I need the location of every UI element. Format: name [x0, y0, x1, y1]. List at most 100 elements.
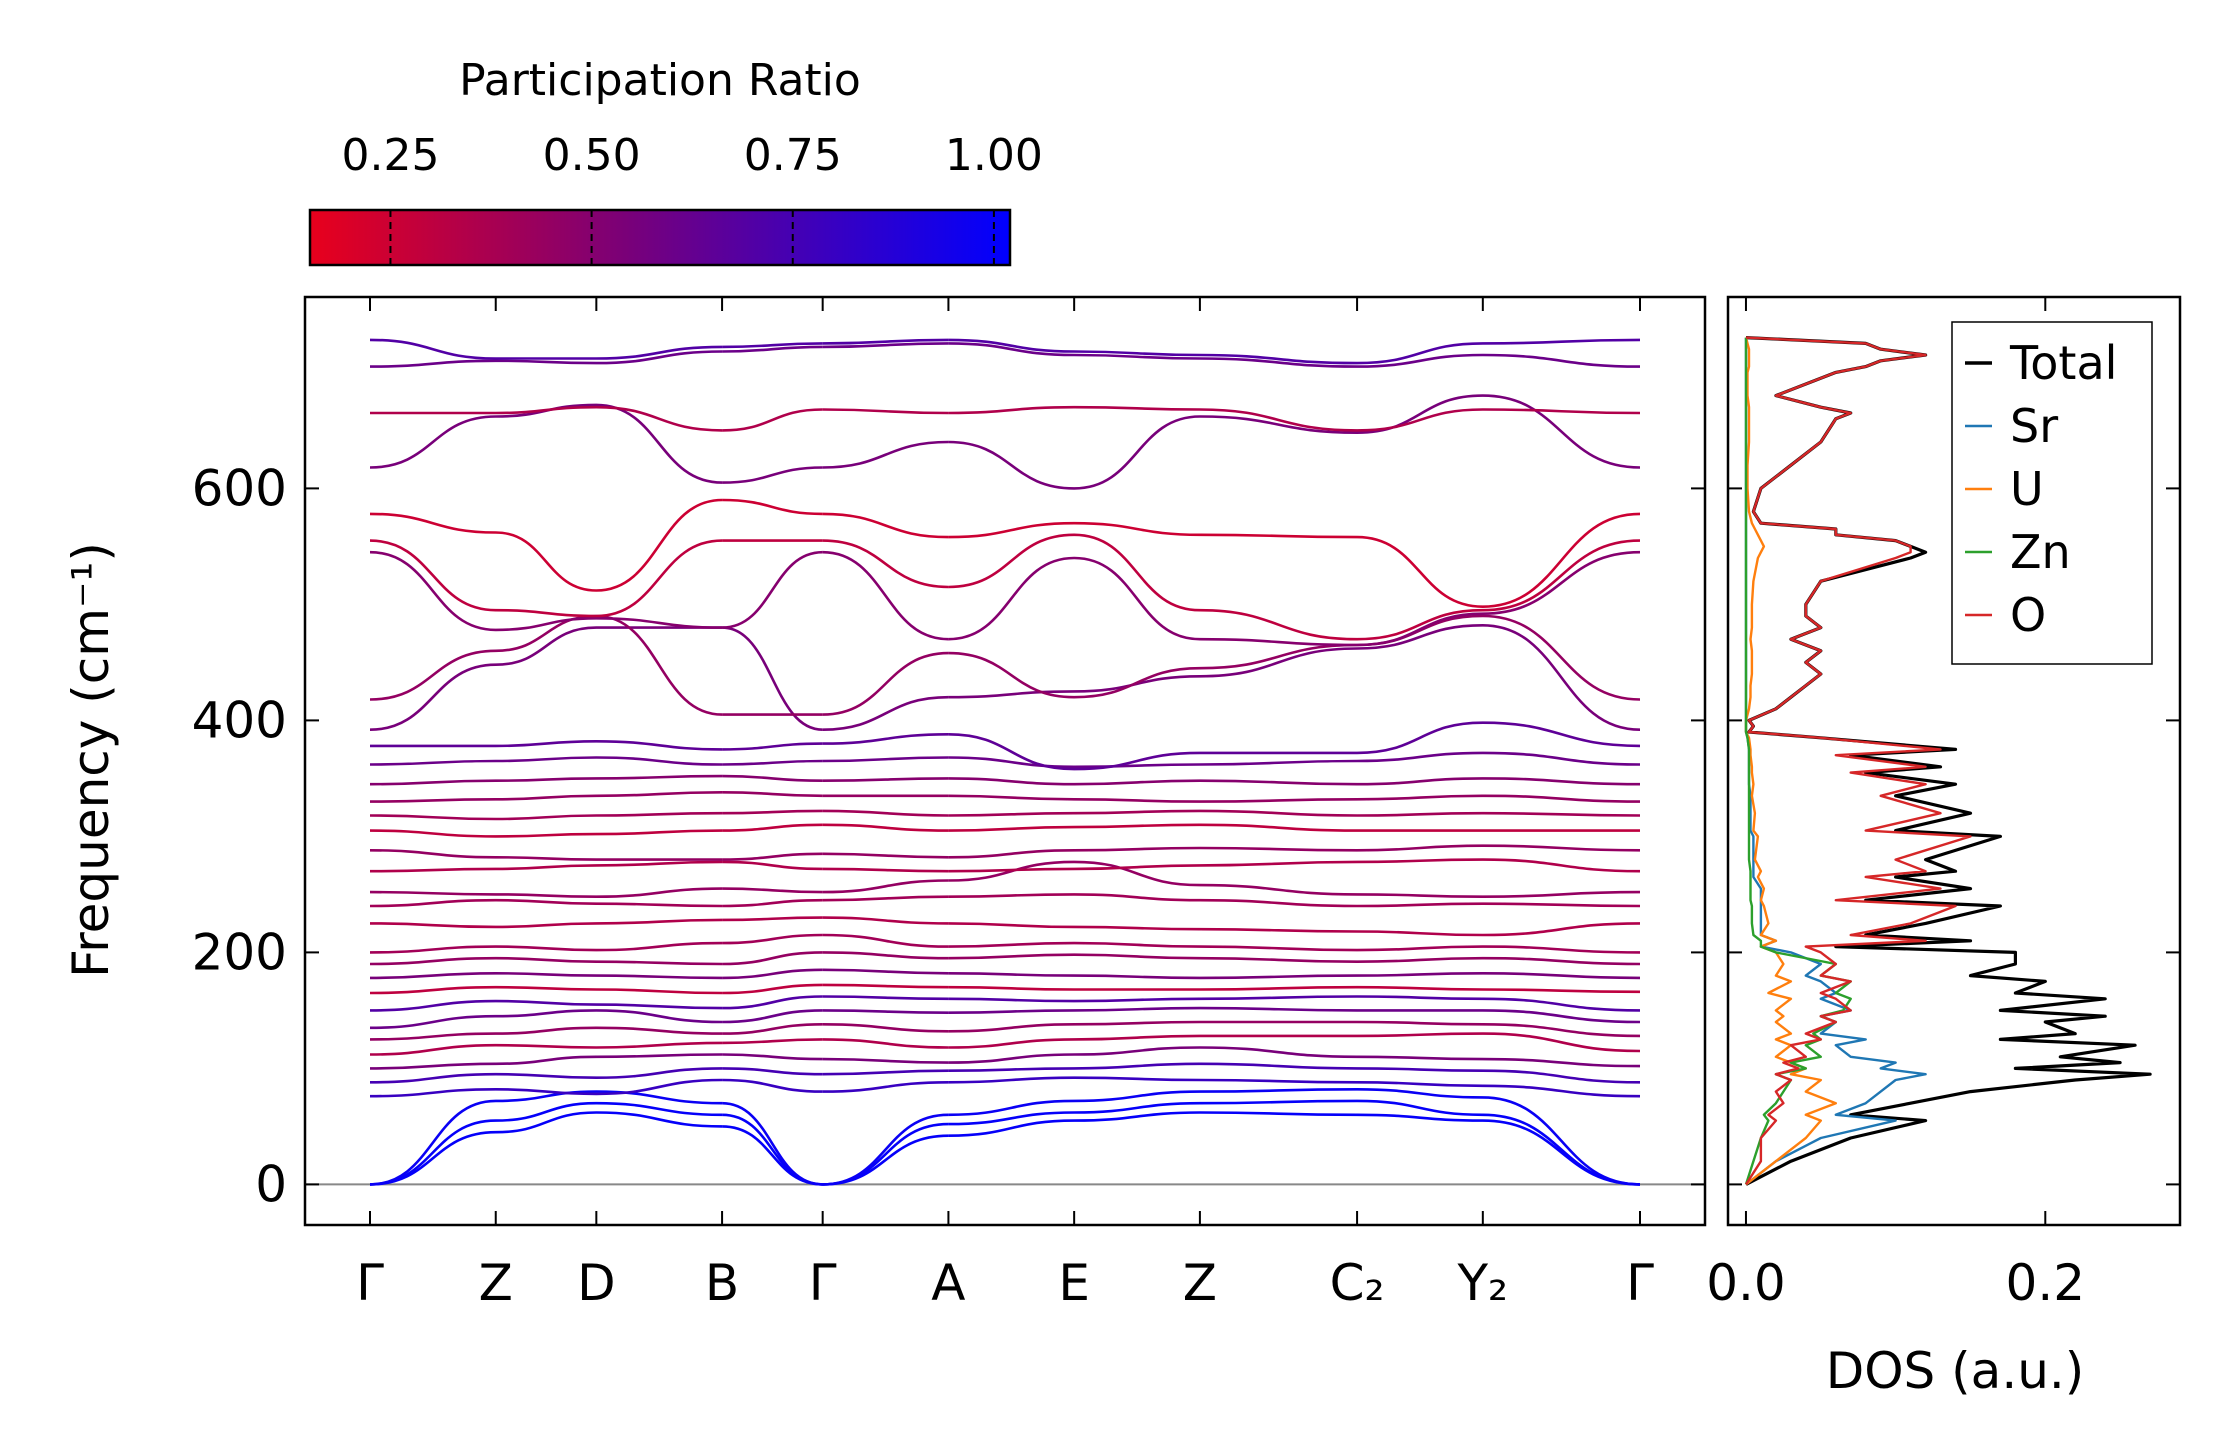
dos-axes-frame — [1726, 295, 2182, 1227]
band-band-19 — [369, 849, 723, 861]
band-band-7 — [369, 1041, 723, 1056]
band-band-18 — [822, 867, 949, 873]
band-band-4 — [369, 1078, 723, 1098]
band-band-8 — [722, 1023, 823, 1035]
band-band-21 — [722, 809, 823, 815]
band-band-29 — [948, 533, 1641, 641]
band-band-20 — [948, 823, 1640, 832]
band-band-20 — [822, 823, 949, 832]
band-band-23 — [822, 777, 949, 782]
band-band-23 — [369, 774, 723, 786]
band-band-32 — [369, 405, 723, 432]
legend-label-sr: Sr — [2010, 399, 2058, 453]
band-band-30 — [722, 498, 823, 516]
k-point-label: D — [577, 1254, 616, 1312]
band-band-10 — [369, 999, 723, 1012]
colorbar-gradient — [308, 208, 1012, 267]
band-band-10 — [822, 995, 949, 1001]
band-acoustic-3 — [369, 1090, 723, 1186]
band-band-16 — [948, 893, 1641, 908]
y-axis-label: Frequency (cm⁻¹) — [62, 542, 120, 978]
k-point-label: Z — [1183, 1254, 1217, 1312]
band-band-24 — [369, 756, 723, 766]
band-band-21 — [948, 809, 1641, 817]
band-band-9 — [948, 1006, 1641, 1024]
band-band-32 — [722, 408, 823, 432]
y-tick-label: 200 — [192, 923, 287, 981]
band-band-34 — [369, 338, 723, 360]
band-band-4 — [822, 1081, 949, 1093]
band-band-9 — [822, 1009, 949, 1014]
band-acoustic-3 — [722, 1101, 823, 1186]
colorbar-label: Participation Ratio — [459, 55, 861, 106]
colorbar: Participation Ratio 0.25 0.50 0.75 1.00 — [308, 55, 1043, 267]
band-band-13 — [948, 953, 1641, 966]
band-acoustic-1 — [722, 1125, 823, 1186]
k-point-label: C₂ — [1330, 1254, 1385, 1312]
band-band-8 — [948, 1020, 1641, 1038]
band-band-18 — [722, 860, 823, 871]
band-band-15 — [822, 916, 949, 925]
legend-label-o: O — [2010, 588, 2046, 642]
band-band-26 — [369, 626, 723, 731]
legend-box — [1951, 321, 2153, 665]
band-band-27 — [369, 614, 723, 716]
band-band-17 — [822, 879, 949, 894]
band-band-34 — [948, 338, 1641, 365]
band-acoustic-1 — [948, 1111, 1641, 1186]
band-axis-ticks: 0 200 400 600 Γ Z D B Γ A E Z C₂ Y₂ Γ — [192, 297, 1705, 1312]
band-band-13 — [722, 951, 823, 966]
band-band-25 — [822, 733, 949, 745]
band-band-30 — [948, 512, 1641, 608]
band-band-23 — [722, 774, 823, 782]
band-band-23 — [948, 777, 1641, 786]
band-band-22 — [722, 791, 823, 798]
band-band-11 — [822, 983, 949, 989]
k-point-label: Γ — [356, 1254, 384, 1312]
y-tick-label: 600 — [192, 459, 287, 517]
band-band-30 — [822, 512, 949, 539]
band-acoustic-2 — [369, 1101, 723, 1186]
y-tick-label: 0 — [255, 1155, 287, 1213]
band-band-14 — [822, 933, 949, 948]
band-band-25 — [948, 721, 1641, 771]
band-band-12 — [369, 972, 723, 980]
band-band-6 — [822, 1057, 949, 1064]
legend-label-u: U — [2010, 462, 2044, 516]
band-acoustic-3 — [822, 1113, 949, 1186]
band-band-10 — [722, 995, 823, 1010]
band-band-18 — [369, 860, 723, 873]
band-band-28 — [822, 550, 949, 641]
band-band-7 — [722, 1038, 823, 1045]
band-band-9 — [722, 1009, 823, 1024]
band-band-18 — [948, 858, 1641, 873]
band-band-15 — [369, 918, 723, 929]
band-band-29 — [822, 539, 949, 589]
colorbar-tick-label: 0.75 — [744, 130, 842, 181]
band-band-33 — [722, 345, 823, 353]
band-acoustic-1 — [369, 1111, 723, 1186]
band-band-11 — [369, 985, 723, 995]
band-band-11 — [722, 983, 823, 995]
colorbar-tick-label: 0.50 — [543, 130, 641, 181]
band-band-4 — [948, 1076, 1641, 1098]
band-band-24 — [948, 751, 1641, 769]
legend-label-zn: Zn — [2010, 525, 2071, 579]
band-band-28 — [722, 550, 823, 629]
band-band-21 — [822, 809, 949, 817]
band-band-12 — [722, 968, 823, 980]
band-band-24 — [822, 756, 949, 763]
band-band-5 — [948, 1062, 1641, 1084]
band-band-21 — [369, 811, 723, 821]
band-band-33 — [822, 342, 949, 349]
band-band-31 — [722, 466, 823, 484]
band-band-13 — [369, 956, 723, 966]
band-band-19 — [948, 844, 1641, 859]
band-band-26 — [822, 695, 949, 731]
band-band-7 — [948, 1032, 1641, 1053]
band-band-5 — [369, 1067, 723, 1084]
band-band-16 — [822, 895, 949, 902]
band-band-16 — [722, 898, 823, 908]
dos-line-u — [1744, 337, 1837, 1186]
